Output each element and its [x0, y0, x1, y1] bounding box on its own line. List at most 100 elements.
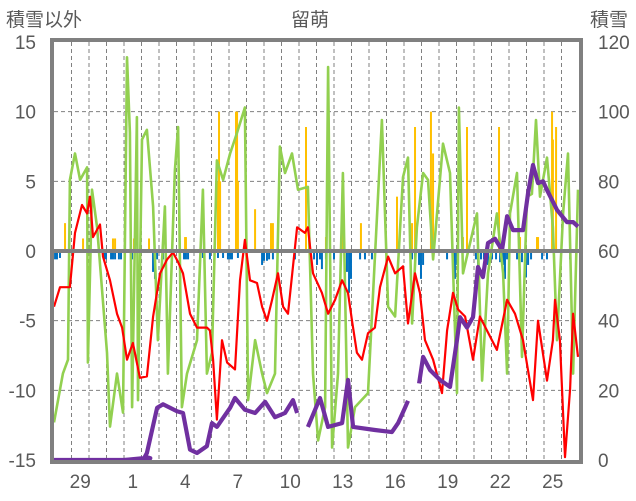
x-tick-label: 25: [542, 472, 563, 493]
negative-bar: [491, 251, 494, 260]
negative-bar: [156, 251, 159, 260]
negative-bar: [545, 251, 548, 260]
precip-bar: [236, 181, 239, 251]
precip-bar: [184, 237, 187, 251]
negative-bar: [55, 251, 58, 260]
negative-bar: [58, 251, 61, 258]
negative-bar: [313, 251, 316, 260]
negative-bar: [348, 251, 351, 293]
negative-bar: [506, 251, 509, 260]
negative-bar: [152, 251, 155, 272]
precip-bar: [271, 223, 274, 251]
left-tick-label: 10: [15, 103, 36, 124]
negative-bar: [503, 251, 506, 279]
negative-bar: [370, 251, 373, 260]
x-tick-label: 10: [280, 472, 301, 493]
negative-bar: [263, 251, 265, 261]
precip-bar: [114, 238, 117, 251]
negative-bar: [230, 251, 233, 260]
negative-bar: [229, 251, 232, 260]
negative-bar: [482, 251, 485, 260]
negative-bar: [222, 251, 225, 258]
negative-bar: [201, 251, 204, 258]
x-tick-label: 13: [332, 472, 353, 493]
precip-bar: [414, 126, 417, 251]
precip-bar: [111, 238, 114, 251]
left-axis-label: 積雪以外: [6, 9, 82, 31]
x-tick-label: 4: [180, 472, 191, 493]
left-tick-label: 0: [25, 242, 36, 263]
left-tick-label: -10: [9, 381, 36, 402]
negative-bar: [54, 251, 57, 260]
x-tick-label: 16: [385, 472, 406, 493]
negative-bar: [502, 251, 505, 265]
negative-bar: [363, 251, 366, 260]
precip-bar: [432, 153, 435, 251]
negative-bar: [422, 251, 425, 265]
x-tick-label: 19: [437, 472, 458, 493]
precip-bar: [219, 181, 222, 251]
precip-bar: [429, 111, 432, 252]
precip-bar: [64, 223, 67, 251]
negative-bar: [333, 251, 335, 260]
left-tick-label: 15: [15, 33, 36, 54]
negative-bar: [419, 251, 422, 279]
negative-bar: [474, 251, 477, 260]
negative-bar: [446, 251, 449, 260]
precip-bar: [216, 181, 219, 251]
negative-bar: [520, 251, 523, 263]
precip-bar: [411, 223, 414, 251]
negative-bar: [487, 251, 489, 265]
negative-bar: [216, 251, 219, 258]
negative-bar: [320, 251, 323, 270]
precip-bar: [148, 238, 151, 251]
x-tick-label: 22: [490, 472, 511, 493]
precip-bar: [254, 209, 257, 251]
negative-bar: [411, 251, 414, 260]
left-tick-label: -15: [9, 451, 36, 472]
right-tick-label: 100: [598, 103, 630, 124]
precip-bar: [551, 139, 554, 251]
negative-bar: [265, 251, 268, 261]
negative-bar: [541, 251, 544, 260]
negative-bar: [208, 251, 211, 260]
right-axis-label: 積雪: [590, 9, 628, 31]
negative-bar: [359, 251, 362, 260]
chart-title: 留萌: [291, 9, 329, 31]
precip-bar: [270, 223, 272, 251]
negative-bar: [104, 251, 107, 260]
x-tick-label: 29: [70, 472, 91, 493]
precip-bar: [536, 237, 538, 251]
right-tick-label: 80: [598, 172, 619, 193]
negative-bar: [495, 251, 498, 260]
negative-bar: [117, 251, 120, 260]
right-tick-label: 60: [598, 242, 619, 263]
negative-bar: [349, 251, 352, 279]
negative-bar: [103, 251, 106, 260]
left-tick-label: -5: [19, 312, 36, 333]
negative-bar: [516, 251, 519, 260]
negative-bar: [120, 251, 123, 260]
negative-bar: [345, 251, 348, 272]
right-tick-label: 0: [598, 451, 609, 472]
right-tick-label: 20: [598, 381, 619, 402]
right-tick-label: 40: [598, 312, 619, 333]
series-purple-line: [54, 162, 580, 463]
negative-bar: [114, 251, 117, 260]
series-green-line: [52, 56, 580, 449]
precip-bar: [466, 126, 468, 251]
precip-bar: [82, 238, 85, 251]
negative-bar: [111, 251, 114, 260]
negative-bar: [236, 251, 239, 258]
precip-bar: [359, 223, 362, 251]
negative-bar: [319, 251, 321, 260]
negative-bar: [110, 251, 113, 260]
precip-bar: [396, 196, 398, 251]
negative-bar: [530, 251, 533, 260]
precip-bar: [555, 126, 558, 251]
negative-bar: [261, 251, 264, 265]
left-tick-label: 5: [25, 172, 36, 193]
series-red-line: [52, 195, 580, 459]
plot-border: [50, 38, 583, 464]
